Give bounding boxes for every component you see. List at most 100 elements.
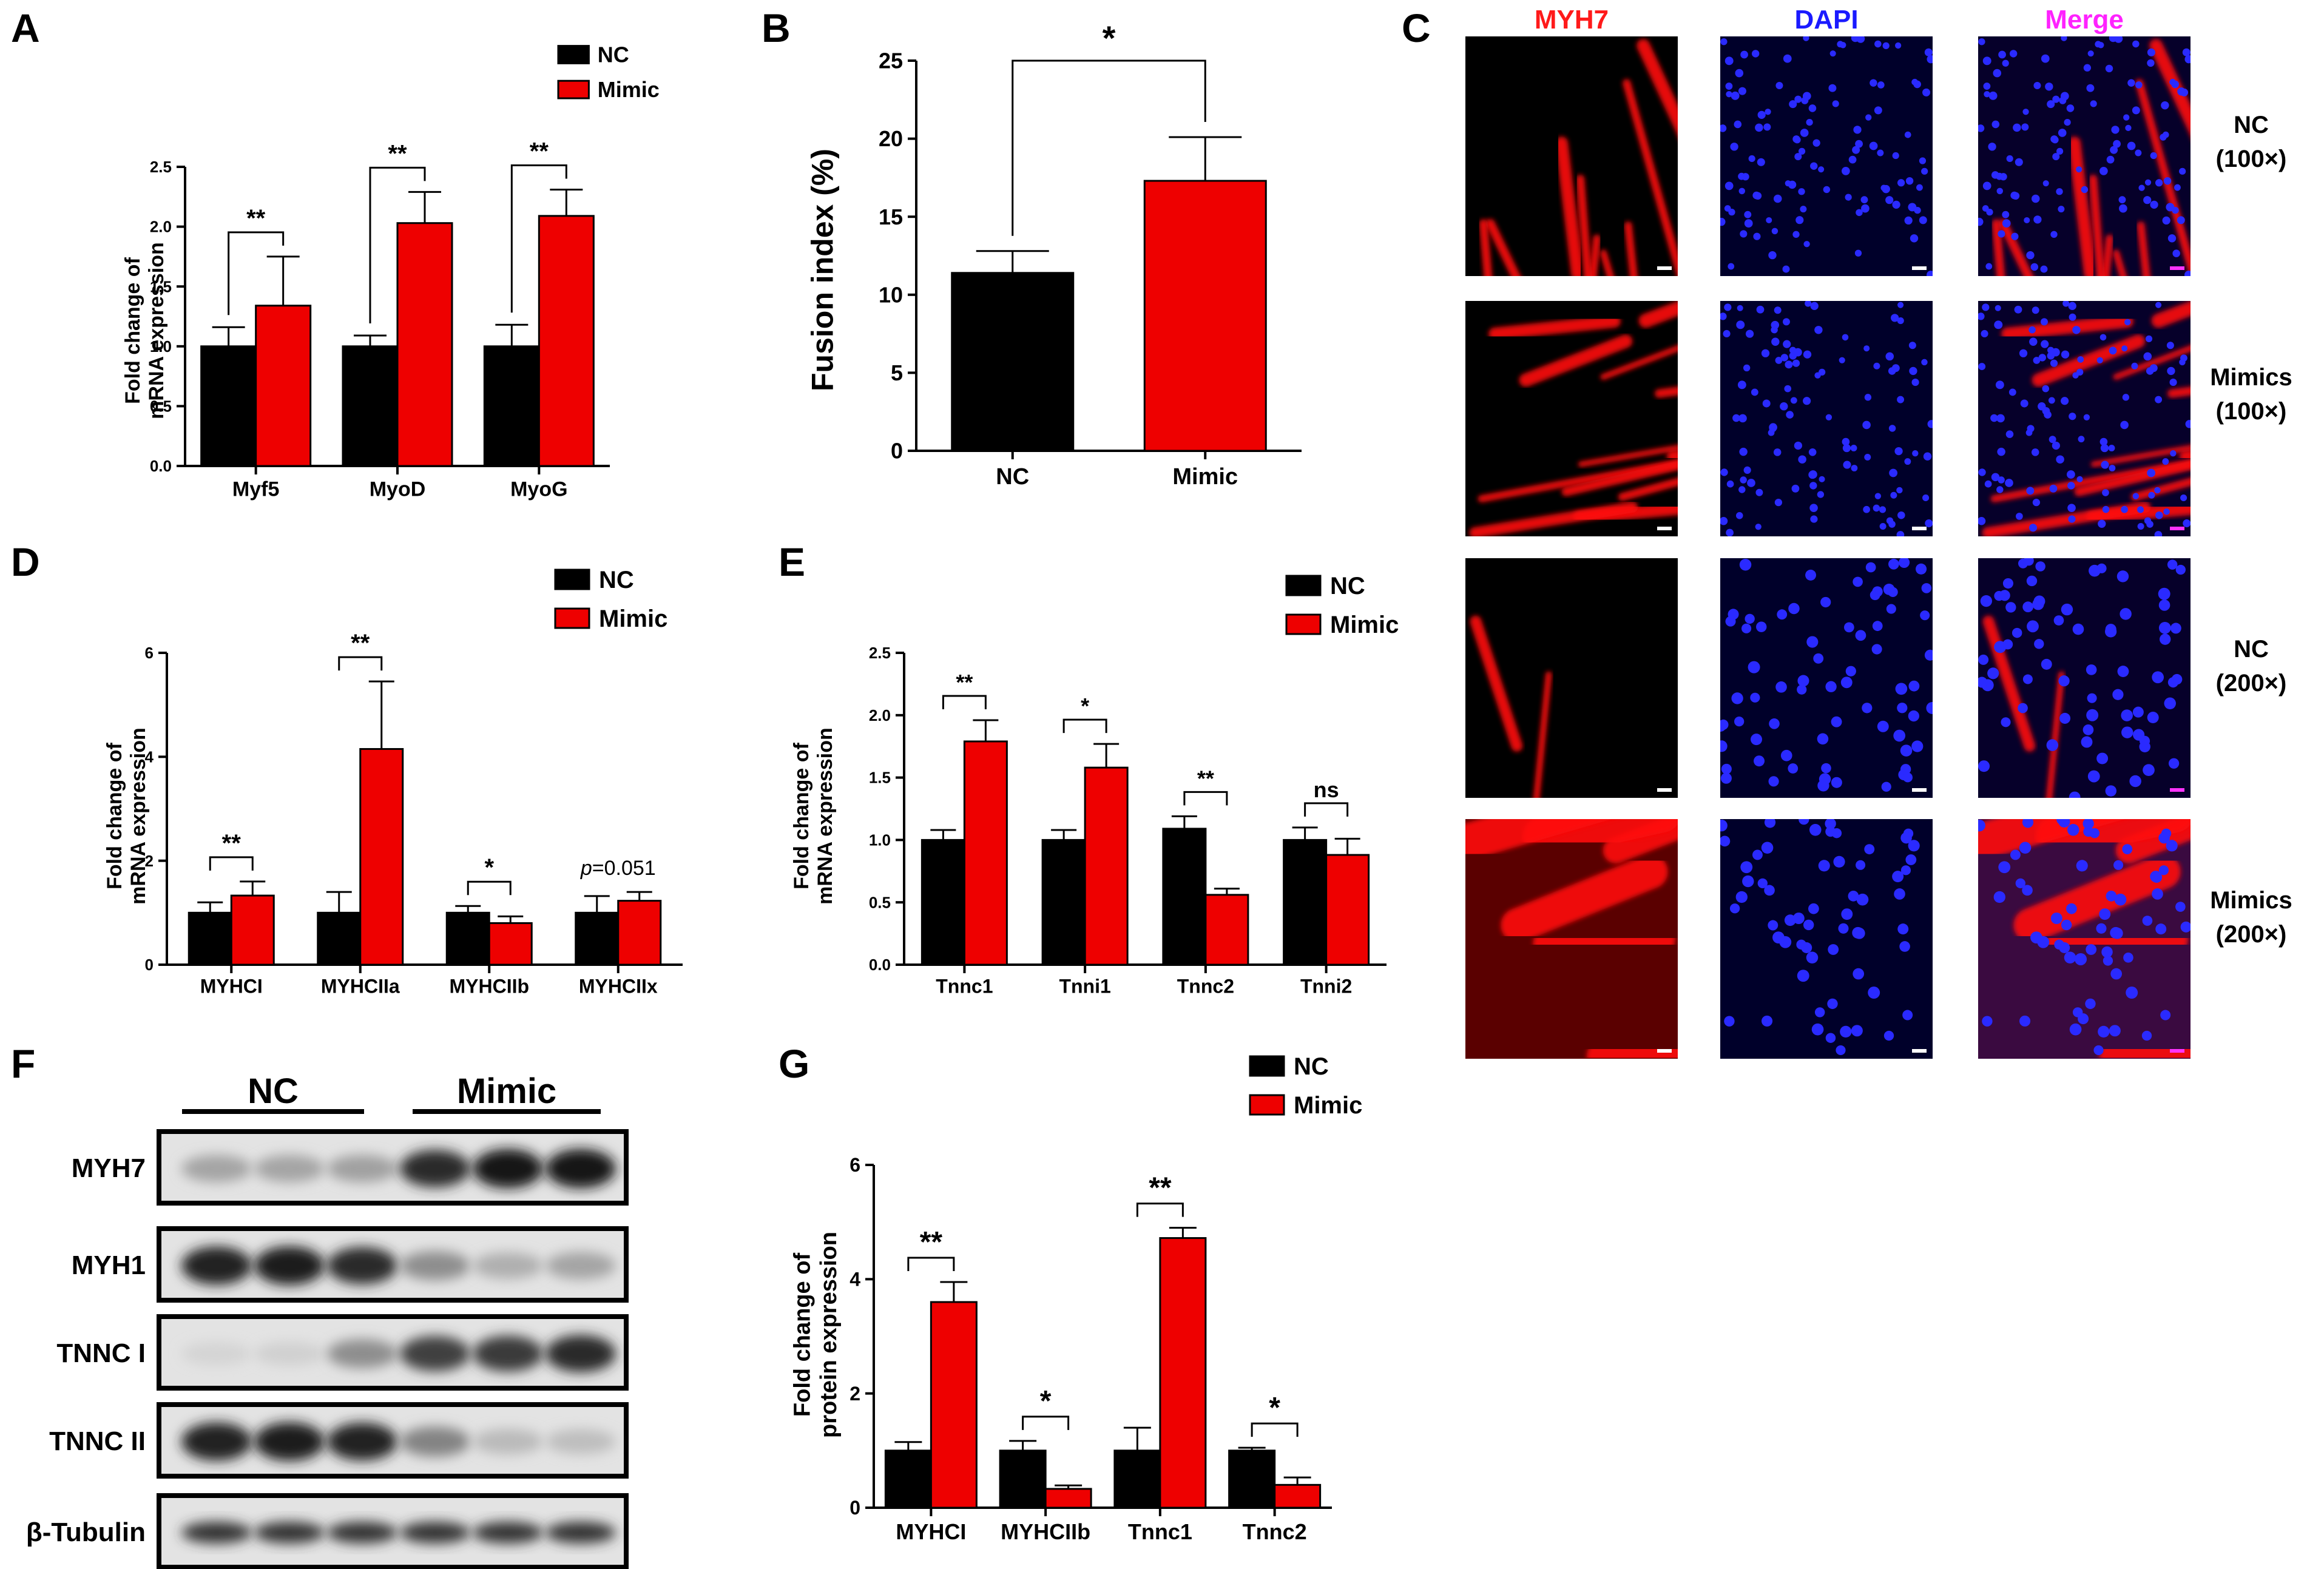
nucleus bbox=[1892, 871, 1904, 883]
nucleus bbox=[1720, 819, 1728, 832]
nucleus bbox=[1838, 923, 1849, 934]
nucleus bbox=[1897, 511, 1905, 519]
myotube bbox=[1488, 315, 1621, 340]
nucleus bbox=[1726, 480, 1734, 488]
nucleus bbox=[1894, 888, 1905, 900]
scale-bar bbox=[1912, 266, 1927, 270]
myotube bbox=[1501, 854, 1668, 943]
nucleus bbox=[1900, 865, 1911, 876]
nucleus bbox=[2034, 639, 2044, 649]
nucleus bbox=[2110, 926, 2122, 939]
nucleus bbox=[1996, 414, 2005, 423]
nucleus bbox=[1862, 703, 1873, 714]
nucleus bbox=[2101, 946, 2113, 958]
nucleus bbox=[2110, 146, 2118, 154]
row-caption-4-group: Mimics bbox=[2210, 887, 2292, 914]
panel-letter-e: E bbox=[779, 539, 806, 584]
bar-nc-myhci bbox=[187, 911, 232, 966]
nucleus bbox=[2069, 791, 2081, 798]
x-tick-label: Tnnc2 bbox=[1177, 975, 1234, 997]
nucleus bbox=[2081, 736, 2093, 748]
nucleus bbox=[1809, 823, 1822, 836]
scale-bar bbox=[2170, 788, 2184, 792]
nucleus bbox=[2085, 998, 2096, 1010]
y-tick-label: 1.5 bbox=[150, 277, 172, 295]
nucleus bbox=[2008, 388, 2016, 396]
nucleus bbox=[2144, 517, 2152, 524]
legend-label-nc: NC bbox=[1330, 573, 1365, 599]
nucleus bbox=[1748, 661, 1760, 673]
nucleus bbox=[1814, 326, 1823, 334]
micrograph-tile bbox=[1465, 819, 1678, 1059]
y-tick-label: 10 bbox=[879, 282, 903, 307]
nucleus bbox=[1978, 217, 1984, 226]
y-tick-label: 0 bbox=[891, 439, 903, 464]
wb-band bbox=[254, 1341, 325, 1366]
western-blot-panel: NC Mimic MYH7 MYH1 TNNC I TNNC II β-Tubulin bbox=[26, 1071, 629, 1569]
bar-mimic-myf5 bbox=[255, 305, 312, 467]
nucleus bbox=[2009, 50, 2018, 58]
nucleus bbox=[1855, 630, 1866, 641]
nucleus bbox=[1978, 677, 1988, 688]
nucleus bbox=[2158, 599, 2170, 611]
nucleus bbox=[1988, 143, 1996, 151]
nucleus bbox=[2116, 570, 2129, 582]
nucleus bbox=[1728, 263, 1735, 270]
bar-nc-tnnc2 bbox=[1162, 828, 1207, 966]
bar-mimic-myod bbox=[396, 222, 453, 467]
nucleus bbox=[2049, 484, 2058, 493]
nucleus bbox=[1991, 171, 1999, 179]
nucleus bbox=[1919, 157, 1927, 164]
nucleus bbox=[1735, 512, 1743, 519]
row-caption-1: NC (100×) bbox=[2191, 108, 2312, 176]
nucleus bbox=[1798, 147, 1806, 155]
nucleus bbox=[1998, 476, 2005, 484]
nucleus bbox=[1808, 448, 1817, 456]
nucleus bbox=[1748, 155, 1755, 163]
y-tick-label: 1.0 bbox=[150, 337, 172, 356]
nucleus bbox=[1803, 919, 1814, 931]
nucleus bbox=[1735, 891, 1748, 903]
nucleus bbox=[2102, 489, 2109, 496]
nucleus bbox=[1995, 380, 2004, 390]
nucleus bbox=[1893, 729, 1906, 742]
nucleus bbox=[2066, 104, 2075, 112]
nucleus bbox=[2048, 397, 2055, 404]
nucleus bbox=[1879, 523, 1887, 530]
bar-nc-myhciib bbox=[999, 1449, 1047, 1509]
nucleus bbox=[1860, 196, 1868, 204]
nucleus bbox=[1783, 54, 1792, 63]
nucleus bbox=[1842, 334, 1849, 341]
significance-bracket bbox=[1251, 1422, 1299, 1437]
nucleus bbox=[1924, 48, 1933, 56]
wb-band bbox=[254, 1246, 325, 1285]
nucleus bbox=[1829, 50, 1836, 57]
nucleus bbox=[1757, 878, 1768, 889]
wb-band bbox=[254, 1422, 325, 1461]
legend-swatch-nc bbox=[554, 569, 590, 590]
nucleus bbox=[1827, 998, 1838, 1010]
myotube bbox=[1638, 301, 1678, 328]
nucleus bbox=[2061, 603, 2073, 616]
nucleus bbox=[1768, 920, 1778, 931]
nucleus bbox=[1863, 505, 1870, 513]
nucleus bbox=[1751, 388, 1758, 396]
nucleus bbox=[2087, 693, 2097, 703]
x-tick-label: Tnnc1 bbox=[1128, 1519, 1192, 1544]
nucleus bbox=[2067, 823, 2079, 836]
nucleus bbox=[1737, 380, 1746, 390]
scale-bar bbox=[1912, 527, 1927, 530]
micrograph-tile bbox=[1720, 36, 1933, 276]
nucleus bbox=[1732, 414, 1740, 422]
nucleus bbox=[1817, 491, 1825, 498]
nucleus bbox=[2095, 41, 2102, 48]
nucleus bbox=[2083, 64, 2092, 72]
nucleus bbox=[1808, 903, 1819, 914]
nucleus bbox=[2175, 564, 2186, 575]
nucleus bbox=[1905, 854, 1917, 865]
nucleus bbox=[1799, 819, 1809, 825]
nucleus bbox=[1981, 329, 1988, 338]
nucleus bbox=[1720, 124, 1727, 132]
